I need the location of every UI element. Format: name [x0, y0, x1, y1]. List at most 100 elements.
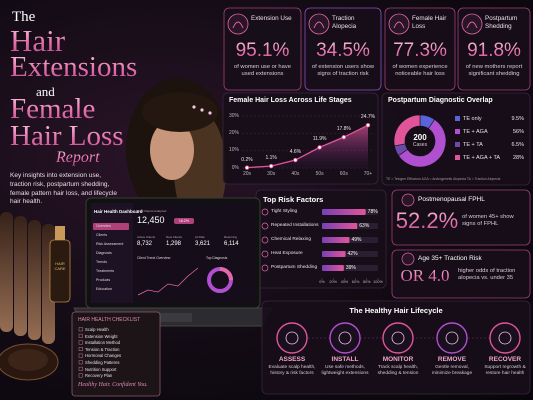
legend-label: TE + AGA — [463, 128, 488, 135]
legend-value: 6.5% — [511, 141, 524, 148]
value-label: 0.2% — [241, 156, 253, 163]
x-tick-label: 40% — [340, 280, 349, 284]
hair-clip — [192, 105, 196, 109]
x-tick-label: 60s — [339, 171, 348, 177]
card — [391, 189, 531, 246]
hair-clip — [200, 108, 204, 112]
legend-label: TE + TA — [463, 141, 483, 148]
legend-swatch — [455, 155, 460, 160]
stat-value: 95.1% — [224, 40, 301, 63]
step-text: Use safe methods, lightweight extensions — [321, 365, 369, 376]
kpi-label: At Risk — [195, 235, 205, 239]
hair-extension — [0, 212, 13, 332]
y-tick-label: 30% — [228, 112, 239, 119]
card — [391, 249, 531, 299]
stat-label: Postpartum Shedding — [485, 15, 518, 30]
description: Key insights into extension use, tractio… — [10, 172, 117, 206]
bar — [322, 209, 366, 215]
bar-label: Chemical Relaxing — [271, 237, 311, 242]
step-text: Support regrowth & restore hair health — [484, 365, 526, 376]
lifecycle-title: The Healthy Hair Lifecycle — [349, 306, 443, 315]
bar — [322, 223, 358, 229]
hair-extension — [28, 220, 41, 340]
risk-icon — [261, 222, 269, 230]
bar — [322, 237, 350, 243]
kpi-value: 8,732 — [137, 241, 153, 247]
step-icon — [445, 331, 459, 345]
checkbox — [78, 366, 83, 371]
line-point — [317, 145, 322, 150]
y-tick-label: 0% — [231, 164, 239, 171]
menu-item: Risk Assessment — [96, 242, 124, 246]
y-tick-label: 10% — [228, 147, 239, 154]
title-line: Female — [10, 93, 96, 125]
risk-icon — [261, 250, 269, 258]
x-tick-label: 30s — [267, 171, 276, 177]
legend-label: TE only — [463, 115, 482, 122]
legend-swatch — [455, 116, 460, 121]
x-tick-label: 20s — [242, 171, 252, 177]
menu-item: Treatments — [96, 269, 115, 273]
legend-swatch — [455, 142, 460, 147]
step-icon — [498, 331, 512, 345]
line — [246, 124, 369, 169]
stat-label: Female Hair Loss — [412, 15, 447, 30]
kpi-value: 6,114 — [224, 241, 239, 247]
checklist-item: Extension Weight — [85, 333, 118, 339]
stat-caption: of new mothers report significant sheddi… — [465, 64, 523, 77]
x-tick-label: 100% — [373, 280, 383, 284]
kpi-label: Total Clients Analyzed — [137, 209, 167, 213]
highlight-icon — [401, 193, 415, 207]
risk-icon — [261, 236, 269, 244]
face — [150, 120, 194, 180]
step-text: Track scalp health, shedding & tension — [377, 365, 419, 376]
value-label: 17.8% — [336, 126, 351, 133]
bar — [322, 265, 344, 271]
x-tick-label: 80% — [362, 280, 371, 284]
brush-pad — [8, 349, 48, 371]
kpi-label: Active Clients — [137, 235, 156, 239]
step-icon — [391, 331, 405, 345]
badge — [174, 218, 194, 224]
value-label: 24.7% — [360, 114, 376, 121]
bar-label: Heat Exposure — [271, 251, 303, 256]
title-line: and — [36, 84, 55, 99]
kpi-value: 12,450 — [137, 215, 165, 225]
step-text: Evaluate scalp health, history & risk fa… — [268, 365, 316, 376]
pie-center-label: Cases — [412, 142, 428, 148]
stat-icon — [388, 13, 410, 35]
menu-active — [93, 223, 129, 230]
step-icon — [338, 331, 352, 345]
line-point — [269, 163, 274, 169]
pie-note: TE = Telogen Effluvium AGA = Androgeneti… — [386, 177, 501, 181]
step-name: INSTALL — [331, 356, 359, 363]
x-tick-label: 70+ — [363, 171, 373, 177]
stat-icon-glyph — [393, 21, 405, 29]
line-point — [341, 134, 346, 140]
step-ring — [436, 322, 468, 354]
value-label: 11.9% — [312, 136, 327, 143]
menu-item: Overview — [96, 224, 111, 228]
y-tick-label: 20% — [228, 129, 239, 136]
stat-icon-glyph — [232, 21, 244, 29]
checklist-title: HAIR HEALTH CHECKLIST — [78, 317, 141, 323]
stat-label: Traction Alopecia — [332, 15, 357, 30]
stat-icon — [461, 13, 483, 35]
menu-item: Products — [96, 278, 111, 282]
step-name: REMOVE — [437, 356, 467, 363]
panel-title: Top Diagnosis — [206, 256, 228, 260]
step-ring — [489, 322, 521, 354]
risk-icon — [261, 264, 269, 272]
checklist-item: Recovery Plan — [85, 373, 113, 379]
step-name: MONITOR — [382, 356, 414, 363]
value-label: 4.6% — [289, 149, 302, 156]
highlight-label: Postmenopausal FPHL — [418, 196, 485, 203]
line-point — [293, 157, 298, 163]
sidebar — [91, 203, 133, 303]
x-tick-label: 50s — [315, 171, 324, 177]
step-icon — [285, 331, 299, 345]
checkbox — [78, 333, 83, 338]
legend-value: 9.5% — [511, 115, 524, 122]
stat-icon-glyph — [313, 21, 325, 29]
